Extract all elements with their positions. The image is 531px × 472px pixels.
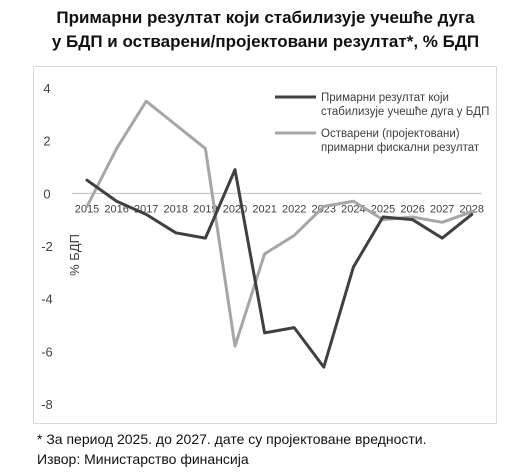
chart-title-line-2: у БДП и остварени/пројектовани резултат*… bbox=[51, 32, 480, 51]
source-note: Извор: Министарство финансија bbox=[37, 451, 249, 467]
series-line-2 bbox=[85, 99, 474, 348]
y-tick-label: -4 bbox=[41, 292, 53, 307]
x-tick-label: 2025 bbox=[371, 203, 395, 215]
series-layer bbox=[85, 99, 474, 369]
x-tick-label: 2018 bbox=[164, 203, 188, 215]
y-tick-label: -2 bbox=[41, 239, 53, 254]
y-tick-label: -6 bbox=[41, 344, 53, 359]
legend: Примарни резултат који стабилизује учешће… bbox=[275, 92, 489, 154]
legend-label-2: Остварени (пројектовани) bbox=[321, 128, 460, 140]
x-tick-label: 2027 bbox=[430, 203, 454, 215]
x-tick-label: 2021 bbox=[252, 203, 276, 215]
x-tick-label: 2016 bbox=[104, 203, 128, 215]
legend-label-1: стабилизује учешће дуга у БДП bbox=[321, 106, 489, 118]
chart-title: Примарни резултат који стабилизује учешћ… bbox=[0, 6, 531, 54]
y-tick-label: 4 bbox=[43, 81, 50, 96]
x-tick-label: 2026 bbox=[400, 203, 424, 215]
y-tick-label: 0 bbox=[43, 186, 50, 201]
legend-label-2: примарни фискални резултат bbox=[321, 142, 480, 154]
x-tick-label: 2022 bbox=[282, 203, 306, 215]
legend-label-1: Примарни резултат који bbox=[321, 92, 449, 104]
x-tick-label: 2019 bbox=[193, 203, 217, 215]
y-tick-label: -8 bbox=[41, 397, 53, 412]
footnote: * За период 2025. до 2027. дате су проје… bbox=[37, 431, 427, 447]
x-tick-label: 2015 bbox=[75, 203, 99, 215]
plot-area-frame bbox=[33, 66, 497, 424]
series-line-1 bbox=[85, 168, 474, 369]
y-tick-label: 2 bbox=[43, 134, 50, 149]
chart-title-line-1: Примарни резултат који стабилизује учешћ… bbox=[56, 8, 475, 27]
x-tick-label: 2028 bbox=[460, 203, 484, 215]
y-axis-title: % БДП bbox=[67, 234, 82, 276]
